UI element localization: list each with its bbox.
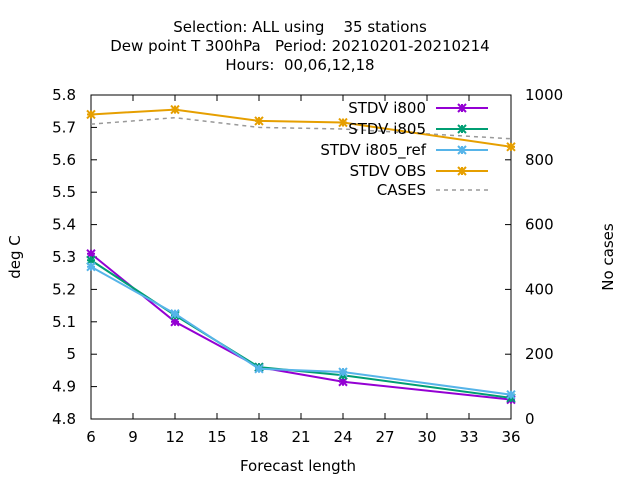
y2-axis: 0 200 400 600 800 1000 <box>505 86 563 428</box>
data-point <box>86 109 96 120</box>
legend: STDV i800 STDV i805 STDV i805_ref STDV OBSC… <box>320 99 488 199</box>
data-point <box>254 116 264 126</box>
y2-tick-label: 800 <box>525 151 554 169</box>
x-axis-label: Forecast length <box>240 457 356 475</box>
x-axis: 6 9 12 15 18 21 24 27 30 33 36 <box>86 95 521 446</box>
series-line-cases <box>90 116 512 140</box>
data-point <box>338 117 348 128</box>
x-tick-label: 30 <box>417 428 436 446</box>
title-line-1: Selection: ALL using 35 stations <box>173 18 427 36</box>
x-tick-label: 15 <box>207 428 226 446</box>
legend-label: STDV i805 <box>348 120 426 138</box>
chart-title: Selection: ALL using 35 stations Dew poi… <box>110 18 489 74</box>
legend-label: STDV OBS <box>350 162 426 180</box>
legend-marker <box>457 124 467 134</box>
legend-label: CASES <box>377 181 426 199</box>
x-tick-label: 27 <box>375 428 394 446</box>
x-tick-label: 18 <box>249 428 268 446</box>
data-point <box>170 308 180 319</box>
y-axis-label: deg C <box>6 235 24 279</box>
y-tick-label: 4.8 <box>52 410 76 428</box>
x-tick-label: 24 <box>333 428 352 446</box>
series-line-stdv-i805 <box>90 259 512 399</box>
y-tick-label: 5.5 <box>52 183 76 201</box>
legend-marker <box>457 166 467 176</box>
y-tick-label: 4.9 <box>52 378 76 396</box>
y-tick-label: 5 <box>66 345 76 363</box>
y-tick-label: 5.3 <box>52 248 76 266</box>
y2-tick-label: 600 <box>525 216 554 234</box>
x-tick-label: 36 <box>501 428 520 446</box>
legend-marker <box>457 145 467 155</box>
x-tick-label: 21 <box>291 428 310 446</box>
y-tick-label: 5.6 <box>52 151 76 169</box>
data-point <box>338 367 348 377</box>
x-tick-label: 12 <box>165 428 184 446</box>
legend-marker <box>457 103 467 113</box>
series-line-stdv-i800 <box>90 252 512 401</box>
series-layer <box>86 104 516 405</box>
y-tick-label: 5.1 <box>52 313 76 331</box>
data-point <box>506 389 516 400</box>
y2-tick-label: 200 <box>525 345 554 363</box>
x-tick-label: 9 <box>128 428 138 446</box>
legend-label: STDV i805_ref <box>320 141 426 160</box>
y2-tick-label: 1000 <box>525 86 563 104</box>
title-line-3: Hours: 00,06,12,18 <box>225 56 374 74</box>
x-tick-label: 6 <box>86 428 96 446</box>
title-line-2: Dew point T 300hPa Period: 20210201-2021… <box>110 37 489 55</box>
data-point <box>254 364 264 374</box>
y2-axis-label: No cases <box>599 223 617 291</box>
y-tick-label: 5.4 <box>52 216 76 234</box>
data-point <box>86 262 96 272</box>
data-point <box>170 104 180 115</box>
y-tick-label: 5.8 <box>52 86 76 104</box>
y2-tick-label: 400 <box>525 280 554 298</box>
y-tick-label: 5.7 <box>52 118 76 136</box>
data-point <box>506 142 516 152</box>
x-tick-label: 33 <box>459 428 478 446</box>
y-axis: 4.8 4.9 5 5.1 5.2 5.3 5.4 5.5 5.6 5.7 5.8 <box>52 86 97 428</box>
series-line-stdv-i805-ref <box>90 265 512 396</box>
y2-tick-label: 0 <box>525 410 535 428</box>
legend-label: STDV i800 <box>348 99 426 117</box>
y-tick-label: 5.2 <box>52 280 76 298</box>
